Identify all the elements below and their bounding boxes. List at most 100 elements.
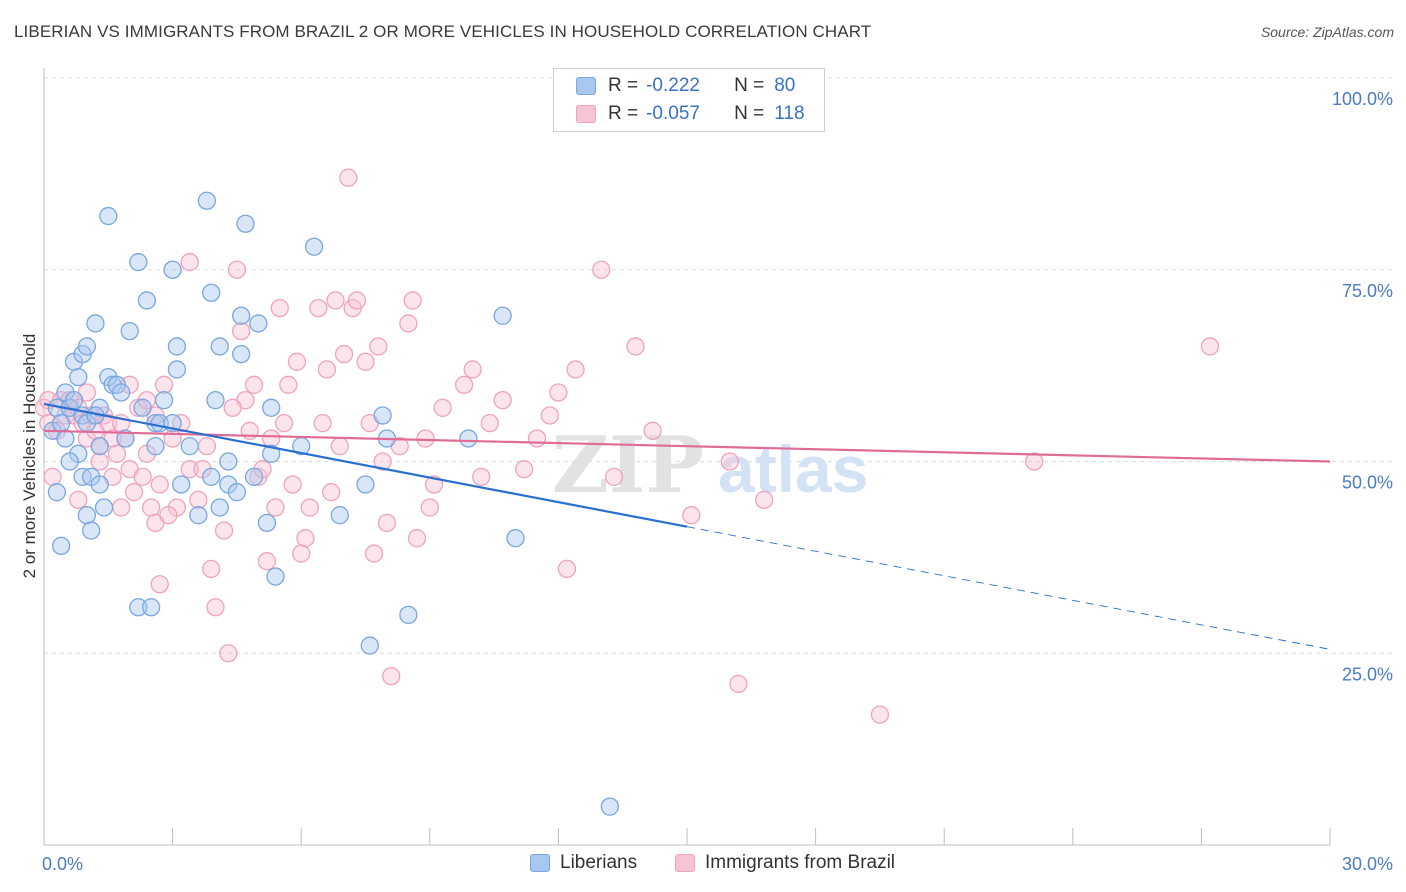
legend-item-liberians[interactable]: Liberians (530, 852, 637, 874)
brazil-point (313, 413, 332, 433)
liberian-point (77, 337, 97, 356)
brazil-point (549, 383, 568, 402)
liberian-point (167, 360, 187, 379)
liberian-point (232, 306, 251, 325)
liberian-point (142, 598, 161, 617)
brazil-point (407, 529, 427, 548)
brazil-point (566, 360, 585, 379)
liberian-point (129, 598, 148, 617)
liberian-point (266, 567, 285, 586)
liberians-legend-swatch (530, 854, 550, 872)
liberian-point (180, 437, 199, 456)
brazil-point (330, 437, 349, 456)
brazil-point (1025, 452, 1044, 471)
n-value-liberians: 80 (774, 75, 796, 96)
chart-source: Source: ZipAtlas.com (1260, 24, 1394, 40)
brazil-point (202, 559, 221, 579)
brazil-point (154, 375, 174, 394)
legend-label-liberians: Liberians (560, 852, 638, 873)
brazil-point (420, 498, 439, 517)
liberian-trend-extension (686, 526, 1331, 650)
y-tick-label: 50.0% (1342, 473, 1393, 493)
chart-title: LIBERIAN VS IMMIGRANTS FROM BRAZIL 2 OR … (14, 22, 872, 41)
liberian-point (219, 452, 238, 471)
liberian-point (304, 237, 324, 256)
brazil-point (274, 413, 294, 433)
n-value-brazil: 118 (774, 103, 805, 124)
brazil-point (317, 360, 337, 379)
r-label: R = (608, 75, 639, 96)
liberian-point (69, 367, 88, 387)
brazil-point (270, 298, 289, 318)
brazil-point (540, 406, 559, 425)
n-label: N = (734, 103, 765, 124)
liberian-point (257, 513, 277, 533)
brazil-point (326, 291, 345, 310)
brazil-point (227, 260, 247, 279)
liberian-point (202, 283, 221, 302)
brazil-point (90, 452, 109, 471)
brazil-point (364, 544, 384, 563)
legend-item-brazil[interactable]: Immigrants from Brazil (675, 852, 895, 874)
n-label: N = (734, 75, 765, 96)
brazil-point (416, 429, 435, 448)
brazil-point (287, 352, 307, 371)
liberian-point (94, 498, 114, 517)
brazil-point (347, 291, 367, 310)
y-tick-label: 100.0% (1332, 89, 1393, 109)
liberian-point (172, 475, 191, 494)
liberian-point (232, 344, 251, 364)
brazil-point (219, 644, 238, 663)
liberian-point (206, 390, 225, 410)
liberian-point (373, 406, 392, 425)
brazil-point (339, 168, 358, 187)
brazil-point (356, 352, 375, 371)
brazil-point (279, 375, 298, 394)
liberian-point (56, 429, 75, 448)
brazil-point (142, 498, 161, 517)
brazil-point (334, 344, 354, 364)
y-tick-label: 25.0% (1342, 664, 1393, 684)
brazil-point (43, 467, 62, 486)
brazil-point (682, 506, 701, 525)
brazil-trend-line (43, 429, 1331, 463)
liberians-swatch (576, 77, 596, 95)
liberian-point (493, 306, 512, 325)
liberian-point (116, 429, 135, 448)
liberian-point (506, 529, 525, 548)
brazil-point (493, 390, 512, 410)
brazil-point (197, 437, 217, 456)
brazil-point (232, 321, 251, 341)
liberian-point (90, 437, 109, 456)
watermark-zip: ZIP (552, 420, 704, 511)
liberian-point (112, 383, 131, 402)
series-legend: Liberians Immigrants from Brazil (0, 852, 1406, 876)
brazil-point (214, 521, 234, 540)
liberian-point (227, 483, 247, 502)
brazil-point (626, 337, 645, 356)
liberian-point (360, 636, 379, 655)
liberian-point (163, 260, 182, 279)
brazil-point (133, 467, 152, 486)
brazil-point (223, 398, 242, 417)
brazil-point (514, 460, 534, 479)
liberian-point (64, 390, 84, 410)
liberian-point (129, 252, 148, 272)
brazil-point (124, 483, 144, 502)
brazil-point (870, 705, 890, 724)
liberian-point (86, 314, 105, 333)
liberian-point (330, 506, 349, 525)
liberian-point (133, 398, 152, 417)
brazil-point (1200, 337, 1220, 356)
y-tick-label: 75.0% (1342, 281, 1393, 301)
x-tick-label-max: 30.0% (1342, 854, 1393, 874)
x-tick-label-min: 0.0% (42, 854, 83, 874)
stats-legend-row-brazil: R = -0.057 N = 118 (576, 100, 805, 128)
brazil-point (309, 298, 328, 318)
brazil-point (433, 398, 452, 417)
brazil-point (107, 444, 127, 463)
brazil-point (454, 375, 474, 394)
stats-legend: R = -0.222 N = 80 R = -0.057 N = 118 (553, 68, 825, 132)
brazil-point (266, 498, 285, 517)
